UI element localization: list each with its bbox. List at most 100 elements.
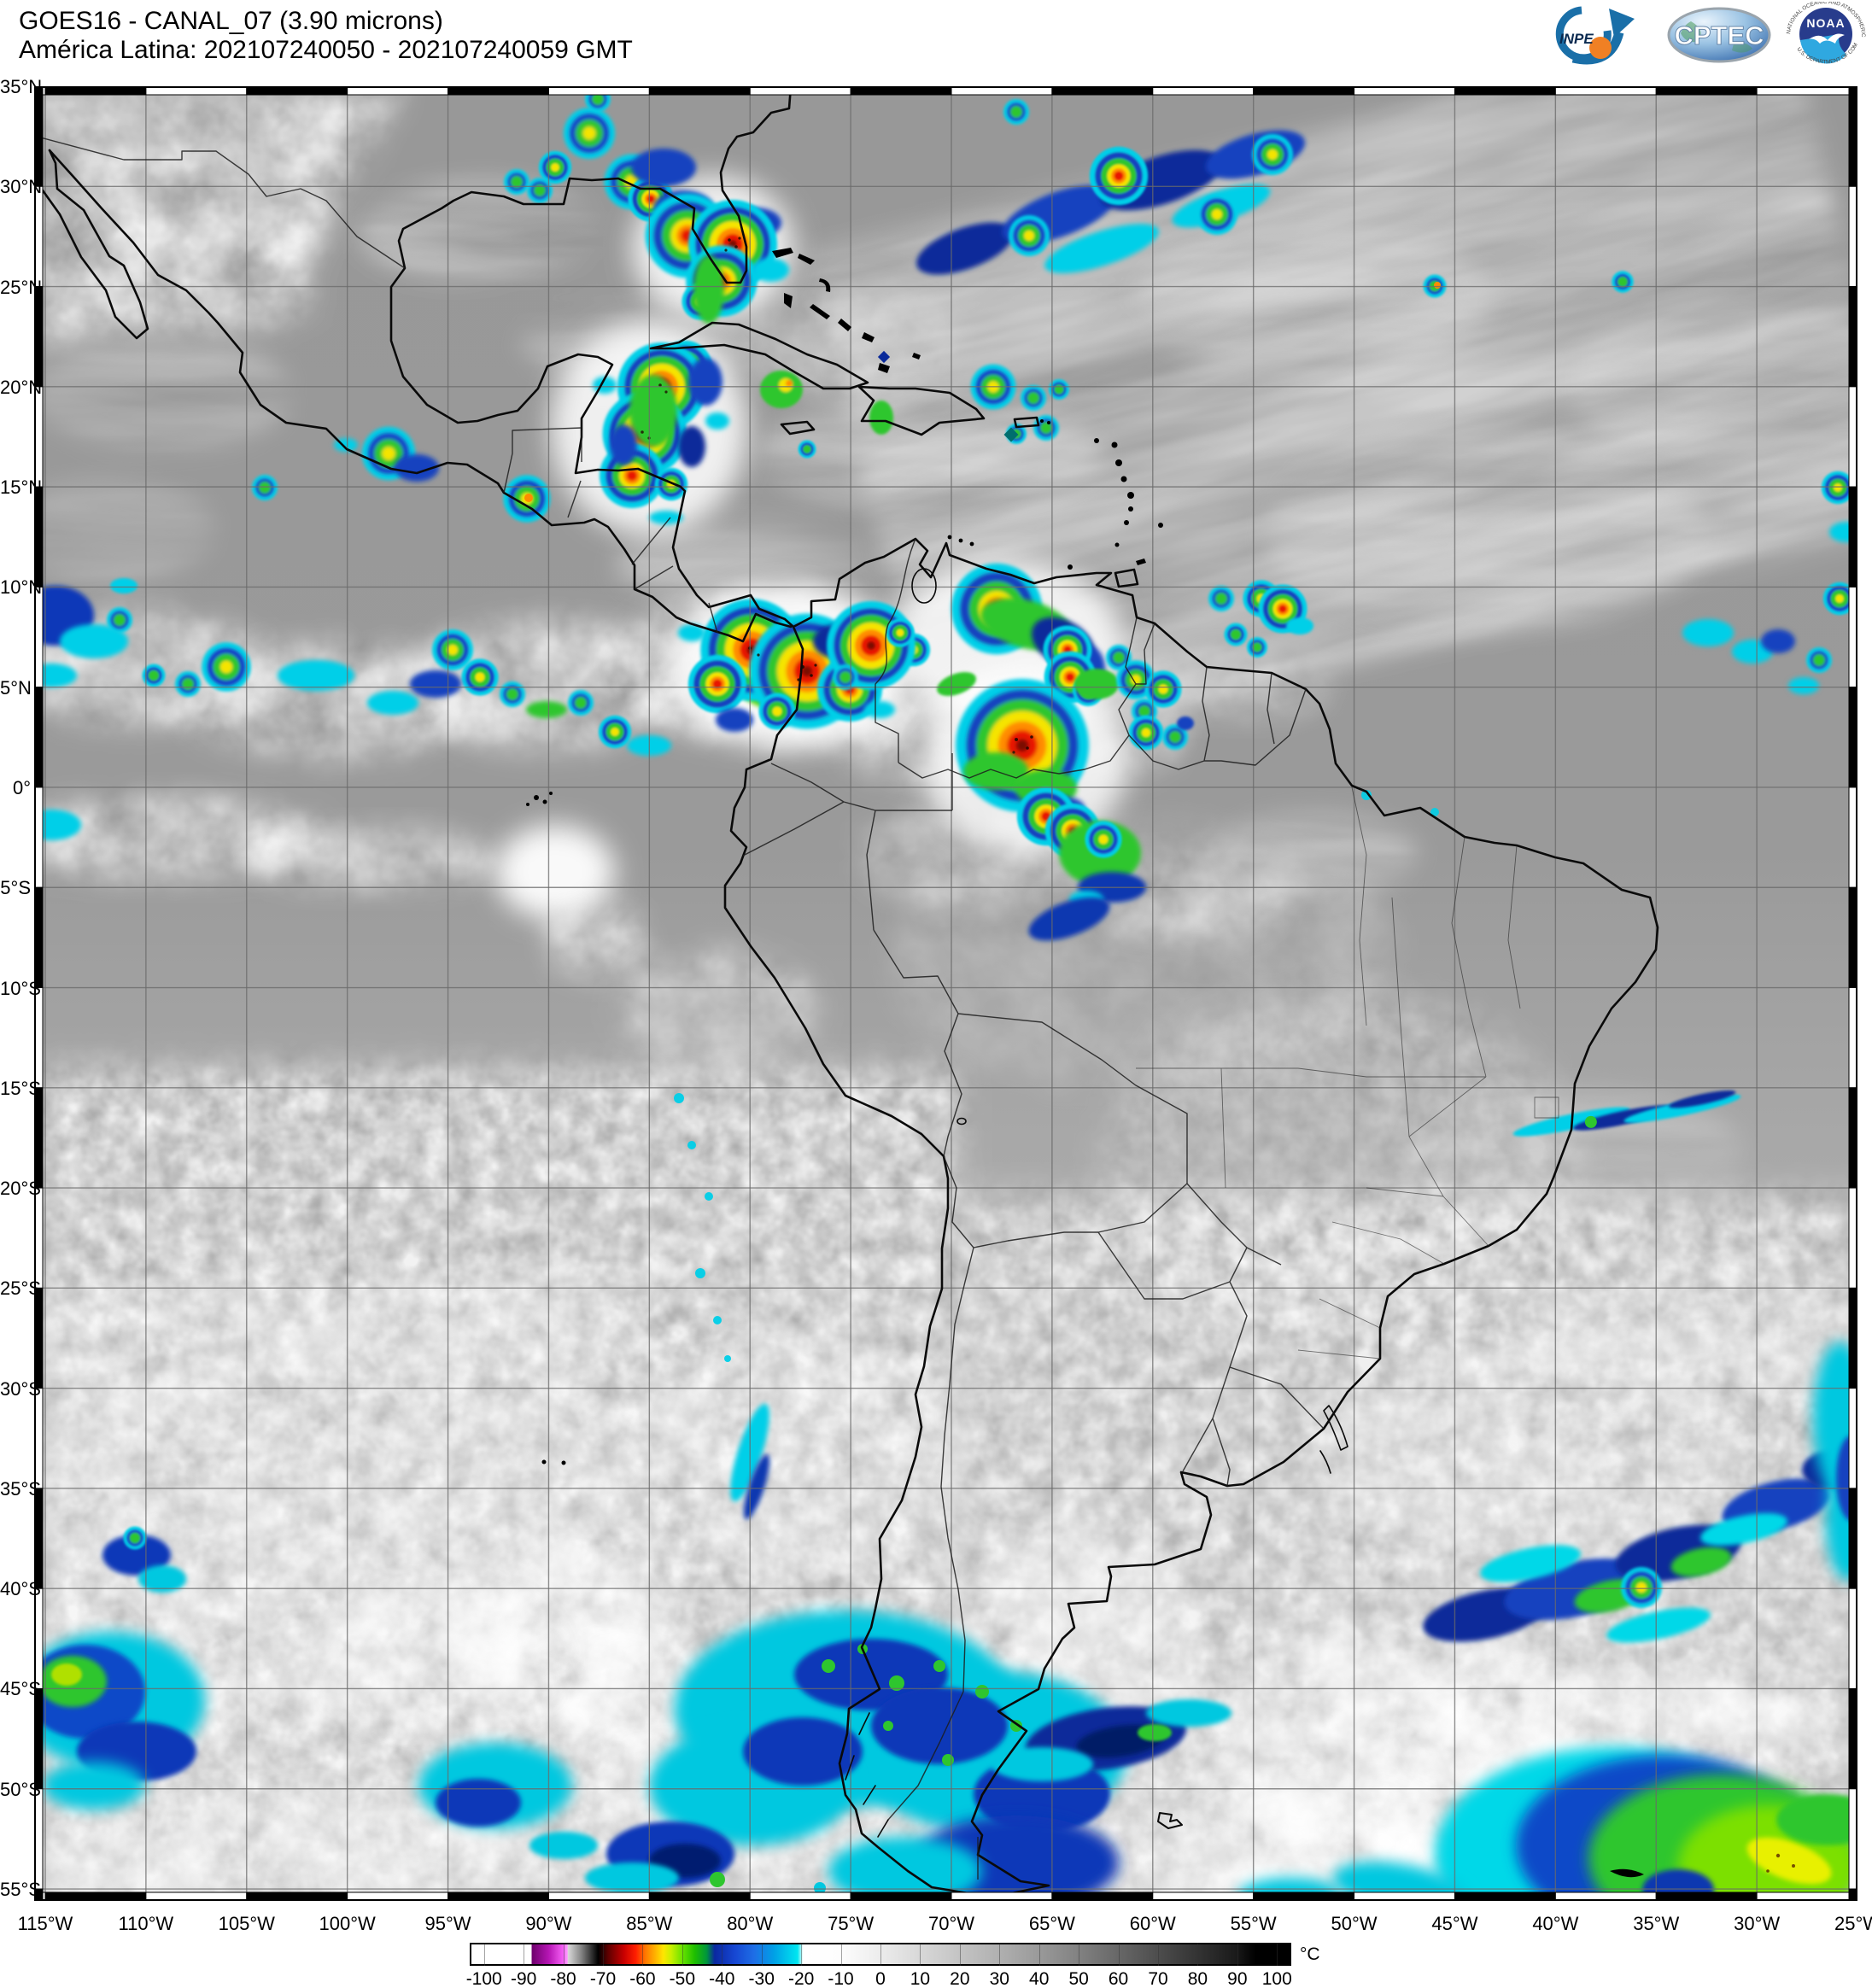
colorbar-tick-mark [1237,1943,1238,1966]
lon-tick-label: 90°W [525,1913,572,1934]
lat-tick-label: 25°S [0,1278,41,1300]
colorbar-tick-label: -40 [709,1969,735,1988]
coastline-layer [34,86,1659,1897]
lon-tick-label: 100°W [319,1913,376,1934]
colorbar-tick-label: -90 [510,1969,537,1988]
cptec-logo: CPTEC [1667,7,1771,63]
lat-tick-label: 5°N [0,676,32,699]
lat-tick-label: 20°N [0,376,43,398]
colorbar-tick-mark [959,1943,961,1966]
satellite-map [34,86,1857,1901]
colorbar-tick-label: -100 [465,1969,502,1988]
colorbar-tick-mark [880,1943,881,1966]
lon-tick-label: 30°W [1734,1913,1781,1934]
lat-tick-label: 10°N [0,576,43,599]
inpe-orange-dot [1589,37,1612,59]
lon-tick-label: 50°W [1331,1913,1378,1934]
colorbar-tick-mark [801,1943,803,1966]
colorbar-tick-mark [999,1943,1001,1966]
colorbar-tick-label: -70 [589,1969,617,1988]
lat-tick-label: 0° [12,776,31,798]
colorbar-tick-label: -60 [629,1969,656,1988]
lat-tick-label: 50°S [0,1778,41,1800]
lat-tick-label: 10°S [0,977,41,999]
colorbar-tick-label: 40 [1029,1969,1050,1988]
lat-tick-label: 20°S [0,1178,41,1200]
lon-tick-label: 70°W [927,1913,975,1934]
colorbar-tick-mark [1118,1943,1120,1966]
colorbar-tick-mark [563,1943,565,1966]
lon-tick-label: 40°W [1532,1913,1579,1934]
colorbar-tick-label: 10 [910,1969,931,1988]
inpe-arrow-icon [1609,9,1635,38]
lat-tick-label: 5°S [0,877,31,899]
colorbar-tick-mark [761,1943,763,1966]
state-borders-layer [1136,786,1559,1359]
lon-tick-label: 75°W [828,1913,875,1934]
lon-tick-label: 80°W [727,1913,774,1934]
colorbar-tick-mark [682,1943,683,1966]
colorbar-tick-label: -10 [828,1969,854,1988]
lat-tick-label: 35°N [0,76,43,97]
colorbar-tick-label: 0 [875,1969,886,1988]
lon-tick-label: 105°W [218,1913,275,1934]
colorbar-tick-mark [642,1943,644,1966]
lon-tick-label: 25°W [1834,1913,1872,1934]
colorbar-tick-mark [920,1943,921,1966]
lon-tick-label: 110°W [118,1913,174,1934]
colorbar-tick-label: 80 [1187,1969,1208,1988]
lon-tick-label: 85°W [626,1913,673,1934]
colorbar-tick-mark [1158,1943,1159,1966]
inpe-wordmark: INPE [1559,31,1594,47]
lon-tick-label: 35°W [1633,1913,1680,1934]
colorbar-tick-label: 50 [1068,1969,1089,1988]
small-islands-layer [526,248,1644,1878]
colorbar-tick-mark [1277,1943,1278,1966]
lat-tick-label: 15°S [0,1077,41,1099]
lon-tick-label: 65°W [1028,1913,1075,1934]
lon-tick-label: 115°W [17,1913,73,1934]
colorbar-tick-label: 30 [989,1969,1009,1988]
colorbar-unit-label: °C [1300,1944,1320,1964]
colorbar-tick-label: 60 [1108,1969,1129,1988]
inpe-logo: INPE [1555,6,1635,65]
colorbar-tick-mark [1197,1943,1199,1966]
map-area [34,86,1857,1901]
lat-tick-label: 45°S [0,1678,41,1700]
colorbar-tick-mark [1038,1943,1040,1966]
colorbar-tick-label: 100 [1261,1969,1292,1988]
lat-tick-label: 40°S [0,1578,41,1600]
cptec-wordmark: CPTEC [1674,20,1764,50]
colorbar-tick-mark [483,1943,485,1966]
convection-layer [34,86,1857,1901]
temperature-colorbar [470,1943,1291,1966]
noaa-logo: NOAA NATIONAL OCEANIC AND ATMOSPHERIC AD… [1783,2,1866,65]
lon-tick-label: 55°W [1230,1913,1277,1934]
noaa-wordmark: NOAA [1806,16,1845,30]
colorbar-tick-label: 70 [1148,1969,1168,1988]
map-frame [34,86,1857,1901]
product-title: GOES16 - CANAL_07 (3.90 microns) [19,7,443,35]
lat-tick-label: 30°S [0,1377,41,1400]
cptec-globe [1667,7,1771,63]
lon-tick-label: 60°W [1129,1913,1176,1934]
colorbar-tick-label: -50 [669,1969,696,1988]
graticule-layer [34,86,1857,1901]
lon-tick-label: 95°W [424,1913,471,1934]
lat-tick-label: 30°N [0,176,43,198]
colorbar-tick-mark [603,1943,604,1966]
colorbar-tick-label: 90 [1227,1969,1248,1988]
noaa-bird-icon [1809,33,1845,44]
colorbar-tick-label: -30 [748,1969,775,1988]
lat-tick-label: 55°S [0,1879,41,1901]
lat-tick-label: 15°N [0,477,43,499]
borders-layer [34,135,1325,1880]
lat-tick-label: 35°S [0,1477,41,1500]
colorbar-tick-mark [840,1943,842,1966]
lon-tick-label: 45°W [1431,1913,1478,1934]
colorbar-tick-label: -80 [550,1969,576,1988]
lat-tick-label: 25°N [0,276,43,298]
colorbar-tick-label: -20 [787,1969,815,1988]
product-timestamp: América Latina: 202107240050 - 202107240… [19,36,633,64]
